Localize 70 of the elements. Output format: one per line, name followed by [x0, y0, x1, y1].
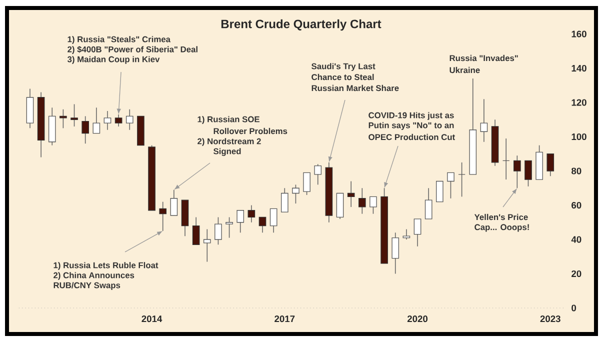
annotation: 2) Nordstream 2 — [198, 138, 261, 146]
candlestick — [414, 218, 422, 247]
candlestick — [546, 153, 554, 177]
y-tick-label: 160 — [572, 30, 586, 38]
candlestick — [104, 110, 112, 130]
annotation: Yellen's Price — [474, 214, 528, 220]
y-tick-label: 140 — [572, 64, 586, 72]
candlestick — [436, 180, 444, 202]
y-tick-label: 120 — [572, 99, 586, 106]
x-tick-label: 2020 — [407, 316, 428, 322]
candlestick — [502, 138, 510, 180]
annotation: OPEC Production Cut — [368, 134, 455, 140]
annotation: 3) Maidan Coup in Kiev — [67, 56, 160, 64]
candlestick — [314, 164, 322, 186]
annotation: 1) Russia Lets Ruble Float — [54, 262, 158, 270]
x-tick-label: 2014 — [142, 316, 162, 322]
candlestick — [248, 204, 256, 223]
candlestick — [514, 155, 521, 189]
annotation: RUB/CNY Swaps — [54, 282, 120, 290]
annotation: Chance to Steal — [312, 74, 374, 80]
candlestick — [458, 162, 466, 198]
candlestick — [236, 210, 244, 234]
annotation: 2) China Announces — [54, 272, 134, 280]
x-tick-label: 2017 — [274, 316, 295, 322]
candlestick — [114, 114, 122, 127]
candlestick — [192, 216, 200, 246]
candlestick — [92, 107, 100, 134]
y-tick-label: 40 — [571, 236, 582, 243]
candlestick — [280, 188, 288, 212]
candlestick — [159, 201, 167, 232]
annotation: Rollover Problems — [214, 128, 288, 134]
candlestick — [392, 232, 400, 274]
candlestick — [203, 228, 211, 262]
x-tick-label: 2023 — [540, 316, 560, 322]
annotation: Russian Market Share — [312, 84, 399, 92]
candlestick — [258, 216, 266, 234]
annotation: Putin says "No" to an — [368, 122, 454, 130]
candlestick — [358, 188, 366, 214]
candlestick — [292, 184, 300, 204]
y-tick-label: 60 — [572, 202, 582, 209]
annotation: Saudi's Try Last — [312, 63, 376, 71]
candlestick — [214, 216, 222, 246]
candlestick — [347, 180, 355, 208]
candlestick — [370, 196, 377, 214]
candlestick — [226, 216, 233, 238]
annotation: Russia "Invades" — [450, 54, 518, 62]
annotation: 1) Russian SOE — [198, 116, 260, 124]
chart-title: Brent Crude Quarterly Chart — [221, 19, 382, 31]
annotation: Ukraine — [450, 66, 480, 74]
candlestick — [424, 188, 432, 220]
y-tick-label: 20 — [572, 270, 582, 278]
candlestick — [70, 104, 78, 127]
candlestick — [524, 160, 532, 187]
candlestick — [447, 172, 454, 199]
candlestick — [402, 228, 410, 240]
annotation: 1) Russia "Steals" Crimea — [68, 36, 171, 44]
candlestick — [170, 189, 178, 216]
annotation: Signed — [214, 148, 241, 156]
y-tick-label: 100 — [572, 133, 586, 140]
candlestick — [480, 98, 488, 142]
candlestick — [126, 108, 134, 130]
y-tick-label: 0 — [572, 304, 576, 312]
candlestick — [82, 116, 89, 144]
candlestick — [303, 172, 310, 196]
annotation: 2) $400B "Power of Siberia" Deal — [68, 46, 198, 54]
candlestick — [336, 192, 344, 220]
y-tick-label: 80 — [572, 168, 582, 174]
candlestick — [270, 208, 278, 234]
annotation: COVID-19 Hits just as — [368, 112, 454, 120]
annotation: Cap... Ooops! — [474, 224, 529, 232]
